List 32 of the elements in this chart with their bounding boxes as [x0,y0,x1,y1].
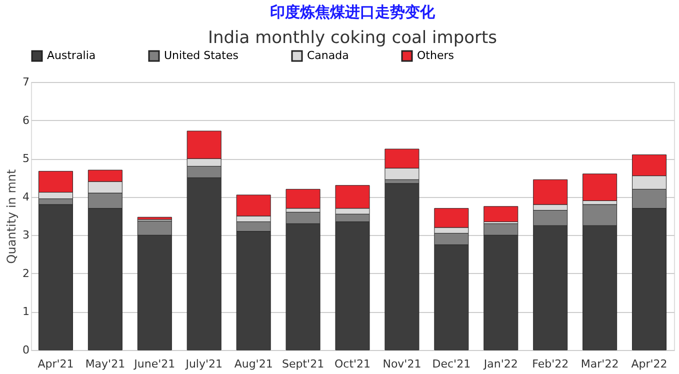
y-tick-label: 7 [22,76,30,88]
x-tick-label: Nov'21 [382,358,422,370]
chart-title: 印度炼焦煤进口走势变化 [270,3,436,21]
x-tick-label: July'21 [184,358,223,370]
y-tick-label: 4 [22,190,30,204]
chart-subtitle: India monthly coking coal imports [208,28,498,48]
x-tick-label: Dec'21 [432,358,471,370]
x-tick-label: Oct'21 [334,358,371,370]
legend-label: United States [164,49,239,62]
legend-label: Others [417,49,454,62]
x-tick-label: Apr'21 [38,358,74,370]
y-tick-label: 2 [22,266,30,280]
x-tick-label: June'21 [133,358,176,370]
bar [582,174,618,201]
legend-label: Australia [47,49,96,62]
x-tick-label: Aug'21 [234,358,273,370]
y-tick-label: 3 [22,228,30,242]
y-tick-label: 6 [22,114,30,127]
y-tick-label: 5 [22,152,30,166]
legend-label: Canada [307,49,349,62]
bar [286,188,320,209]
bar [484,206,518,222]
x-tick-label: Jan'22 [482,358,518,370]
x-tick-label: Mar'22 [580,358,619,370]
x-tick-label: Sept'21 [282,358,324,370]
x-tick-label: Apr'22 [631,358,668,370]
x-tick-label: Feb'22 [532,358,569,370]
y-tick-label: 1 [22,305,30,318]
y-tick-label: 0 [22,344,30,356]
x-tick-label: May'21 [85,358,126,370]
bar [384,183,420,350]
y-axis-title: Quantity in mnt [4,169,18,264]
